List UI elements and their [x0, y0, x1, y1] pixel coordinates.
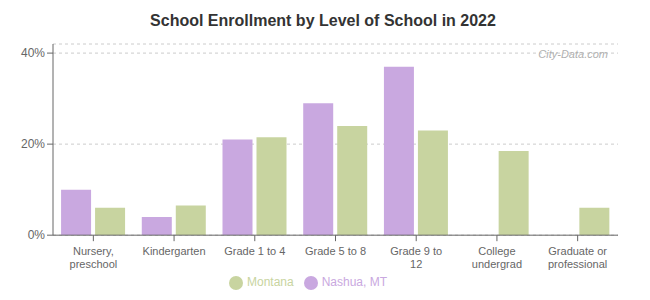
svg-text:Kindergarten: Kindergarten — [143, 245, 206, 257]
html-text:City-Data.com: City-Data.com — [538, 48, 608, 60]
svg-text:20%: 20% — [21, 137, 45, 151]
html-text:Montana: Montana — [247, 275, 294, 290]
svg-text:0%: 0% — [28, 228, 46, 242]
svg-text:Nursery,preschool: Nursery,preschool — [70, 245, 118, 270]
html-text:Nashua, MT: Nashua, MT — [321, 275, 387, 290]
svg-text:Graduate orprofessional: Graduate orprofessional — [548, 245, 607, 270]
svg-text:Collegeundergrad: Collegeundergrad — [472, 245, 522, 270]
svg-text:40%: 40% — [21, 46, 45, 60]
svg-text:Grade 5 to 8: Grade 5 to 8 — [305, 245, 366, 257]
html-text:School Enrollment by Level of: School Enrollment by Level of School in … — [150, 12, 496, 29]
svg-text:Grade 1 to 4: Grade 1 to 4 — [224, 245, 285, 257]
svg-text:Grade 9 to12: Grade 9 to12 — [390, 245, 442, 270]
